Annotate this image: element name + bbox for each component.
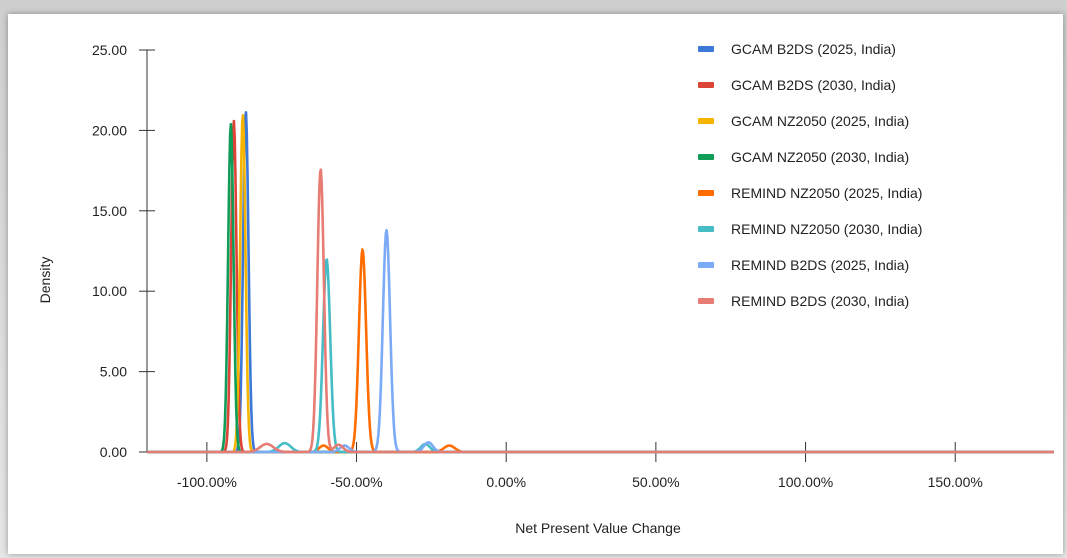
legend-swatch [698,154,714,160]
x-tick-label: 0.00% [486,474,526,490]
legend-swatch [698,82,714,88]
legend-swatch [698,190,714,196]
x-tick-label: 150.00% [928,474,983,490]
legend-label: GCAM NZ2050 (2030, India) [731,149,909,165]
legend-swatch [698,46,714,52]
density-chart: 0.00 5.00 10.00 15.00 20.00 25.00 -100.00% -50.… [37,41,1055,536]
series-line-7 [146,228,1055,454]
y-tick-label: 25.00 [92,42,127,58]
y-tick-label: 10.00 [92,283,127,299]
x-tick-label: -100.00% [177,474,237,490]
y-tick-label: 15.00 [92,203,127,219]
x-tick-label: 50.00% [632,474,679,490]
legend-label: GCAM B2DS (2025, India) [731,41,896,57]
legend-label: REMIND B2DS (2025, India) [731,257,909,273]
series-line-4 [146,122,1055,454]
y-tick-label: 20.00 [92,122,127,138]
series-line-3 [146,113,1055,454]
legend-swatch [698,298,714,304]
legend-label: REMIND NZ2050 (2025, India) [731,185,922,201]
legend-label: GCAM NZ2050 (2025, India) [731,113,909,129]
series-line-2 [146,119,1055,454]
x-tick-label: 100.00% [778,474,833,490]
legend-swatch [698,262,714,268]
legend-label: GCAM B2DS (2030, India) [731,77,896,93]
legend-swatch [698,118,714,124]
y-tick-label: 0.00 [100,444,127,460]
series-line-8 [146,168,1055,454]
series-line-6 [146,258,1055,454]
x-tick-label: -50.00% [330,474,382,490]
y-tick-label: 5.00 [100,364,127,380]
series-line-5 [146,248,1055,454]
y-axis-title: Density [37,257,53,304]
legend-swatch [698,226,714,232]
legend: GCAM B2DS (2025, India) GCAM B2DS (2030, … [698,41,922,309]
plot-area [146,111,1055,454]
x-axis-title: Net Present Value Change [515,520,681,536]
series-line-1 [146,111,1055,454]
legend-label: REMIND B2DS (2030, India) [731,293,909,309]
chart-card: 0.00 5.00 10.00 15.00 20.00 25.00 -100.00% -50.… [8,14,1063,554]
legend-label: REMIND NZ2050 (2030, India) [731,221,922,237]
